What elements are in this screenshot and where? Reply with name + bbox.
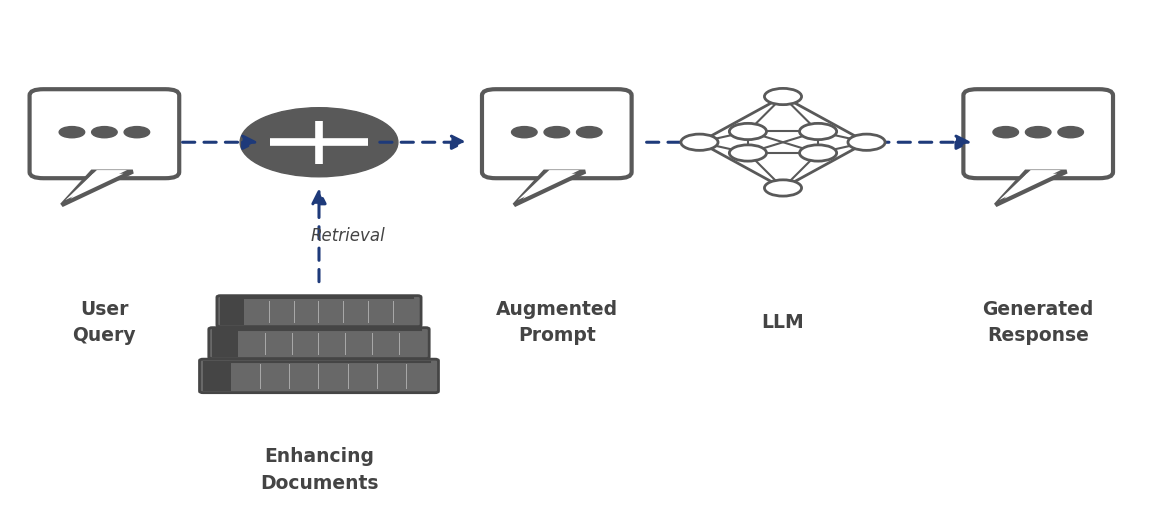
Circle shape	[544, 126, 570, 138]
FancyBboxPatch shape	[200, 359, 438, 393]
Circle shape	[577, 126, 602, 138]
Text: Generated
Response: Generated Response	[983, 300, 1094, 345]
Circle shape	[1025, 126, 1051, 138]
Circle shape	[848, 134, 885, 150]
Text: LLM: LLM	[762, 313, 804, 332]
Circle shape	[993, 126, 1018, 138]
Circle shape	[764, 180, 802, 196]
Text: Augmented
Prompt: Augmented Prompt	[495, 300, 618, 345]
Polygon shape	[514, 172, 585, 205]
FancyBboxPatch shape	[220, 297, 244, 325]
FancyBboxPatch shape	[203, 361, 231, 391]
Polygon shape	[61, 172, 132, 205]
Circle shape	[240, 108, 398, 177]
Polygon shape	[517, 170, 579, 200]
Polygon shape	[999, 170, 1061, 200]
Polygon shape	[995, 172, 1067, 205]
Circle shape	[124, 126, 150, 138]
Circle shape	[1058, 126, 1083, 138]
Text: Enhancing
Documents: Enhancing Documents	[260, 447, 378, 493]
Text: User
Query: User Query	[73, 300, 136, 345]
FancyBboxPatch shape	[30, 89, 179, 178]
Polygon shape	[65, 170, 128, 200]
Circle shape	[512, 126, 537, 138]
Circle shape	[730, 123, 767, 140]
Circle shape	[764, 88, 802, 105]
FancyBboxPatch shape	[212, 329, 238, 357]
Circle shape	[681, 134, 718, 150]
Circle shape	[59, 126, 85, 138]
Circle shape	[730, 145, 767, 161]
FancyBboxPatch shape	[483, 89, 631, 178]
Text: Retrieval: Retrieval	[311, 227, 385, 245]
Circle shape	[92, 126, 117, 138]
Circle shape	[799, 123, 836, 140]
FancyBboxPatch shape	[217, 296, 421, 327]
FancyBboxPatch shape	[963, 89, 1114, 178]
FancyBboxPatch shape	[209, 328, 429, 359]
Circle shape	[799, 145, 836, 161]
